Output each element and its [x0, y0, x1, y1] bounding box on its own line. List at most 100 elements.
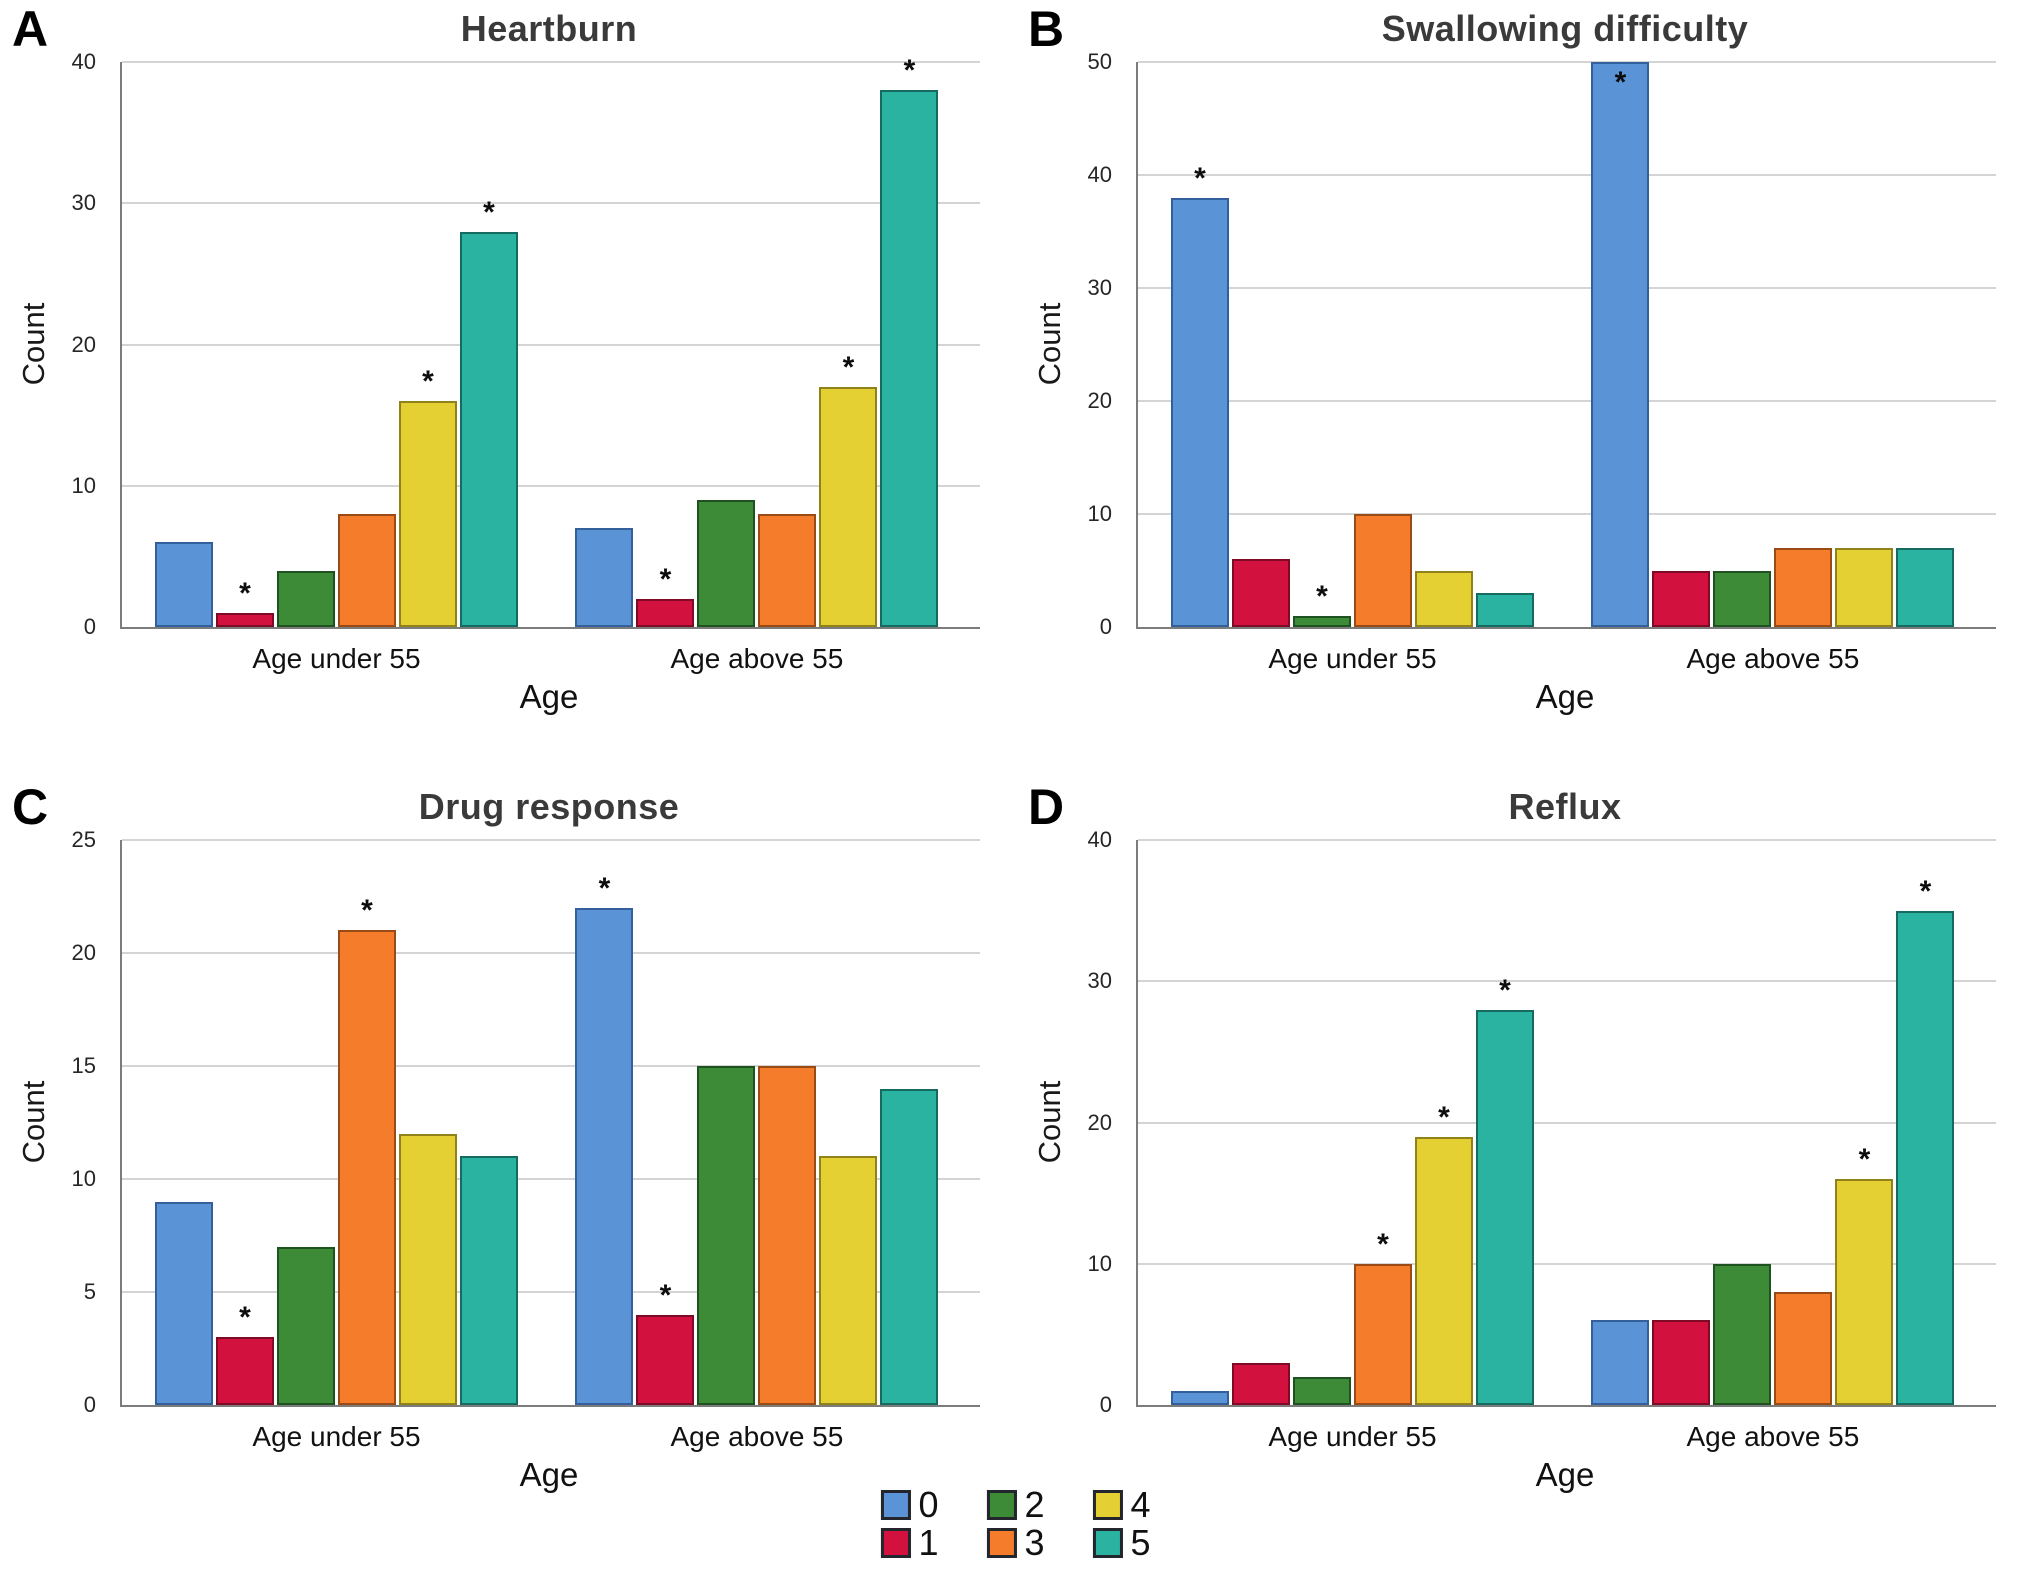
- bar-series-2: [1293, 615, 1351, 627]
- plot-area: * * * Age under 55 * * * Age above 55: [120, 56, 980, 674]
- category-label: Age above 55: [670, 643, 844, 674]
- y-axis-tick-labels: 0 10 20 30 40 50: [1062, 49, 1124, 639]
- gridline: [1138, 174, 1996, 176]
- y-tick-label: 10: [1087, 1250, 1112, 1276]
- bar-series-1: [636, 1314, 695, 1405]
- significance-star: *: [1919, 874, 1932, 908]
- bar-series-4: [1835, 1179, 1894, 1405]
- legend-column: 4 5: [1092, 1487, 1151, 1561]
- significance-star: *: [659, 1278, 672, 1312]
- y-tick-label: 30: [1087, 275, 1112, 300]
- chart-title: Reflux: [1508, 786, 1622, 827]
- legend-item: 4: [1092, 1487, 1151, 1523]
- y-tick-label: 50: [1087, 49, 1112, 74]
- y-tick-label: 10: [1087, 501, 1112, 526]
- bar-series-3: [1774, 547, 1833, 627]
- y-tick-label: 40: [1087, 162, 1112, 187]
- bar-series-1: [1652, 1320, 1711, 1405]
- significance-star: *: [659, 562, 672, 596]
- y-tick-label: 30: [71, 190, 96, 216]
- bar-series-5: [1896, 547, 1955, 627]
- bar-series-3: [1354, 514, 1412, 627]
- legend-swatch-icon: [880, 1490, 911, 1520]
- bar-series-0: [575, 907, 634, 1405]
- legend-item: 3: [986, 1522, 1045, 1563]
- gridline: [1138, 287, 1996, 289]
- y-axis-tick-labels: 0 10 20 30 40: [46, 49, 108, 639]
- bar-series-5: [460, 231, 518, 627]
- gridline: [1138, 513, 1996, 515]
- y-tick-label: 20: [1087, 388, 1112, 413]
- category-label: Age under 55: [1268, 1421, 1437, 1452]
- legend-swatch-icon: [880, 1528, 911, 1558]
- bar-series-0: [1171, 197, 1229, 627]
- bar-series-2: [1293, 1376, 1351, 1405]
- x-axis-title: Age: [519, 678, 579, 715]
- gridline: [122, 343, 980, 346]
- category-label: Age above 55: [1686, 643, 1860, 674]
- bar-series-1: [1652, 570, 1711, 627]
- panel-letter: A: [12, 1, 49, 57]
- significance-star: *: [1316, 579, 1328, 613]
- legend-item: 2: [986, 1484, 1045, 1525]
- bar-series-2: [1713, 570, 1772, 627]
- significance-star: *: [842, 350, 855, 384]
- bar-series-5: [880, 1088, 939, 1405]
- bar-series-2: [697, 499, 756, 627]
- significance-star: *: [1194, 161, 1206, 195]
- legend-swatch-icon: [1092, 1490, 1123, 1520]
- gridline: [122, 202, 980, 205]
- chart-title: Drug response: [418, 786, 680, 827]
- bar-series-0: [575, 528, 634, 627]
- plot-area: * * Age under 55 * Age above 55: [1136, 61, 1996, 674]
- panel-swallowing-difficulty: B Swallowing difficulty Count 0 10 20 30 40 5…: [1016, 0, 2024, 770]
- gridline: [1138, 839, 1996, 841]
- bar-series-0: [155, 542, 213, 627]
- bar-series-5: [1476, 593, 1534, 627]
- bar-series-0: [1171, 1390, 1229, 1405]
- panel-reflux: D Reflux Count 0 10 20 30 40 * * * Age under 55…: [1016, 778, 2024, 1548]
- legend-label: 3: [1024, 1522, 1045, 1563]
- significance-star: *: [1858, 1143, 1871, 1176]
- bar-series-4: [1415, 570, 1473, 627]
- legend-swatch-icon: [986, 1490, 1017, 1520]
- bar-series-3: [1774, 1292, 1833, 1405]
- significance-star: *: [1614, 66, 1627, 99]
- panel-heartburn: A Heartburn Count 0 10 20 30 40 * * * Age under…: [0, 0, 1008, 770]
- gridline: [122, 1065, 980, 1067]
- bar-series-3: [758, 514, 817, 627]
- y-tick-label: 15: [71, 1053, 96, 1078]
- bar-series-4: [399, 1133, 457, 1405]
- category-label: Age under 55: [252, 1421, 421, 1452]
- legend-label: 2: [1024, 1484, 1045, 1525]
- category-label: Age above 55: [1686, 1421, 1860, 1452]
- gridline: [122, 1178, 980, 1180]
- bar-series-3: [338, 514, 396, 627]
- gridline: [122, 484, 980, 487]
- gridline: [122, 1291, 980, 1293]
- gridline: [1138, 400, 1996, 402]
- bar-series-1: [216, 1337, 274, 1405]
- y-tick-label: 10: [71, 1166, 96, 1191]
- y-tick-label: 5: [83, 1279, 96, 1304]
- bar-series-4: [1415, 1136, 1473, 1405]
- y-tick-label: 0: [83, 614, 96, 639]
- bar-series-2: [277, 570, 335, 627]
- significance-star: *: [598, 871, 611, 905]
- y-tick-label: 20: [1087, 1109, 1112, 1135]
- significance-star: *: [483, 195, 495, 229]
- bar-series-2: [697, 1066, 756, 1405]
- bar-series-1: [636, 598, 695, 627]
- plot-area: * * * Age under 55 * * Age above 55: [1136, 839, 1996, 1452]
- chart-title: Heartburn: [460, 8, 638, 49]
- bar-series-2: [1713, 1263, 1772, 1405]
- significance-star: *: [422, 365, 434, 398]
- legend-label: 0: [918, 1484, 939, 1525]
- bar-series-3: [1354, 1263, 1412, 1405]
- bar-series-4: [1835, 547, 1894, 627]
- y-tick-label: 10: [71, 472, 96, 498]
- y-tick-label: 0: [83, 1392, 96, 1417]
- y-axis-tick-labels: 0 10 20 30 40: [1062, 827, 1124, 1417]
- bar-series-4: [819, 1156, 878, 1405]
